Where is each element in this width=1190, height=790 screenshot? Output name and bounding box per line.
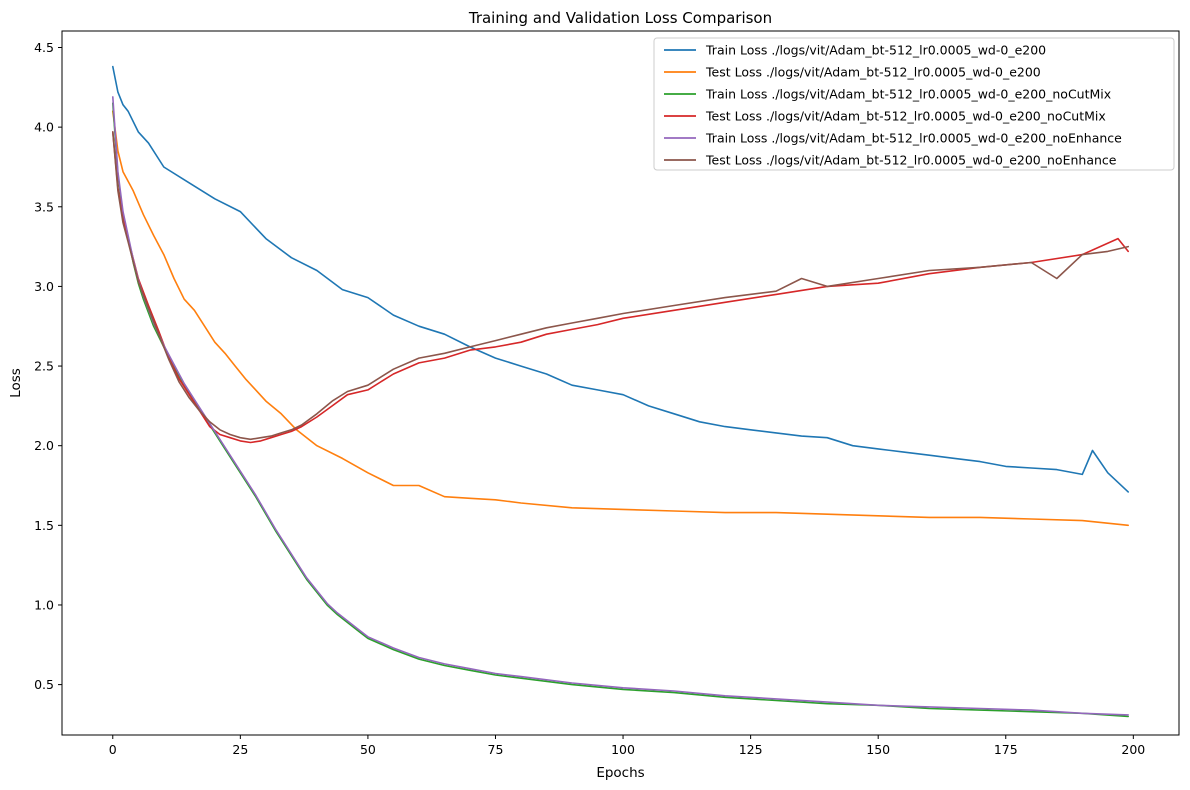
series-line-2 bbox=[112, 110, 1129, 527]
plot-area bbox=[61, 30, 1180, 736]
x-tick-label: 0 bbox=[109, 742, 117, 757]
series-line-4 bbox=[112, 131, 1129, 444]
legend-label: Train Loss ./logs/vit/Adam_bt-512_lr0.00… bbox=[705, 87, 1111, 102]
y-axis-label: Loss bbox=[8, 368, 24, 398]
chart-title: Training and Validation Loss Comparison bbox=[468, 9, 772, 27]
y-tick-label: 1.5 bbox=[34, 518, 54, 533]
x-axis-label: Epochs bbox=[596, 765, 644, 781]
y-tick-label: 4.0 bbox=[34, 120, 54, 135]
legend-label: Train Loss ./logs/vit/Adam_bt-512_lr0.00… bbox=[705, 131, 1122, 146]
series-lines bbox=[112, 65, 1129, 718]
x-tick-label: 175 bbox=[994, 742, 1018, 757]
y-tick-label: 4.5 bbox=[34, 40, 54, 55]
y-tick-label: 2.5 bbox=[34, 359, 54, 374]
x-tick-label: 50 bbox=[360, 742, 376, 757]
x-tick-label: 125 bbox=[739, 742, 763, 757]
legend-label: Train Loss ./logs/vit/Adam_bt-512_lr0.00… bbox=[705, 43, 1046, 58]
legend-box bbox=[653, 37, 1175, 171]
y-tick-label: 3.0 bbox=[34, 279, 54, 294]
legend-label: Test Loss ./logs/vit/Adam_bt-512_lr0.000… bbox=[705, 109, 1106, 124]
y-tick-label: 3.5 bbox=[34, 199, 54, 214]
x-tick-label: 200 bbox=[1121, 742, 1145, 757]
series-line-6 bbox=[112, 131, 1129, 441]
x-tick-label: 150 bbox=[866, 742, 890, 757]
axes-frame bbox=[61, 30, 1180, 736]
legend-label: Test Loss ./logs/vit/Adam_bt-512_lr0.000… bbox=[705, 65, 1041, 80]
y-axis: 0.5 1.0 1.5 2.0 2.5 3.0 3.5 4.0 4.5 bbox=[34, 40, 62, 692]
x-tick-label: 100 bbox=[611, 742, 635, 757]
y-tick-label: 2.0 bbox=[34, 438, 54, 453]
legend-label: Test Loss ./logs/vit/Adam_bt-512_lr0.000… bbox=[705, 153, 1117, 168]
x-axis: 0 25 50 75 100 125 150 175 200 bbox=[109, 735, 1145, 757]
x-tick-label: 75 bbox=[488, 742, 504, 757]
legend: Train Loss ./logs/vit/Adam_bt-512_lr0.00… bbox=[653, 37, 1175, 171]
x-tick-label: 25 bbox=[232, 742, 248, 757]
series-line-1 bbox=[112, 65, 1129, 493]
y-tick-label: 0.5 bbox=[34, 677, 54, 692]
y-tick-label: 1.0 bbox=[34, 597, 54, 612]
